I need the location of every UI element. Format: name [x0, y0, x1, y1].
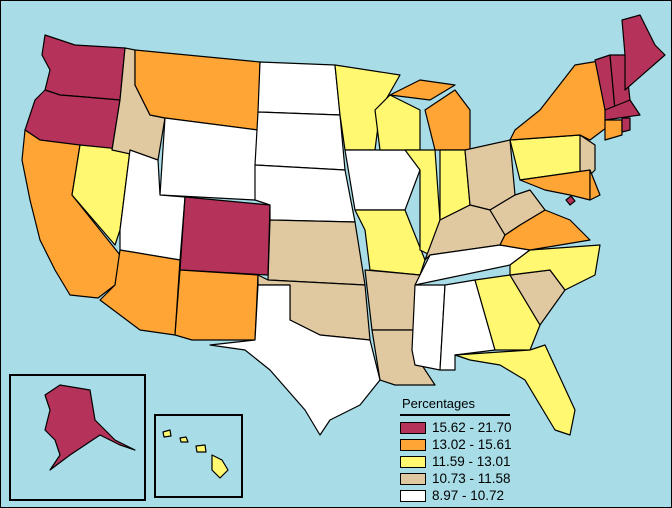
state-ia [344, 149, 421, 211]
state-shape [509, 244, 601, 291]
state-shape [604, 119, 623, 141]
state-shape [589, 169, 601, 201]
legend-label: 11.59 - 13.01 [432, 454, 511, 469]
state-shape [374, 94, 421, 151]
state-shape [44, 384, 136, 471]
legend-item: 10.73 - 11.58 [400, 470, 516, 487]
legend-item: 13.02 - 15.61 [400, 436, 516, 453]
state-ak [44, 384, 136, 471]
state-shape [389, 79, 456, 101]
state-shape [267, 219, 366, 286]
state-md [519, 169, 591, 201]
alaska-inset-box [9, 374, 146, 501]
state-ne [254, 164, 356, 223]
state-shape [179, 196, 271, 276]
state-de [589, 169, 601, 201]
state-ms [411, 284, 446, 371]
legend-swatch [400, 455, 426, 468]
state-shape [411, 284, 446, 371]
state-tx [209, 284, 381, 436]
legend-label: 8.97 - 10.72 [432, 488, 505, 503]
state-shape [474, 274, 541, 351]
state-shape [454, 344, 576, 436]
state-wv [489, 189, 546, 236]
state-shape [159, 117, 259, 201]
state-shape [344, 149, 421, 211]
state-shape [621, 117, 631, 133]
state-shape [254, 164, 356, 223]
state-shape [519, 169, 591, 201]
state-me [621, 14, 666, 91]
state-mi [389, 79, 471, 151]
state-nc [509, 244, 601, 291]
state-wi [374, 94, 421, 151]
state-ma [604, 99, 641, 121]
legend-item: 15.62 - 21.70 [400, 419, 516, 436]
state-az [99, 249, 181, 336]
legend: Percentages 15.62 - 21.70 13.02 - 15.61 … [400, 396, 516, 504]
legend-item: 8.97 - 10.72 [400, 487, 516, 504]
state-shape [424, 89, 471, 151]
legend-swatch [400, 489, 426, 502]
state-wy [159, 117, 259, 201]
state-shape [174, 269, 259, 341]
state-ks [267, 219, 366, 286]
state-shape [209, 284, 381, 436]
state-hi [162, 429, 229, 479]
state-shape [604, 99, 641, 121]
state-shape [489, 189, 546, 236]
state-shape [257, 61, 341, 116]
state-ga [474, 274, 541, 351]
state-shape [179, 436, 189, 443]
state-shape [99, 249, 181, 336]
state-shape [195, 444, 207, 453]
state-nd [257, 61, 341, 116]
state-shape [211, 454, 229, 479]
state-nm [174, 269, 259, 341]
state-ct [604, 119, 623, 141]
legend-label: 13.02 - 15.61 [432, 437, 512, 452]
state-shape [364, 269, 421, 331]
hawaii-inset-box [154, 414, 243, 498]
legend-label: 10.73 - 11.58 [432, 471, 511, 486]
state-shape [621, 14, 666, 91]
state-ny [509, 59, 611, 141]
legend-label: 15.62 - 21.70 [432, 420, 512, 435]
state-shape [509, 59, 611, 141]
legend-swatch [400, 438, 426, 451]
state-wa [41, 34, 126, 101]
state-mo [354, 209, 426, 276]
state-shape [41, 34, 126, 101]
state-dc [565, 195, 576, 206]
state-ri [621, 117, 631, 133]
legend-swatch [400, 472, 426, 485]
legend-swatch [400, 421, 426, 434]
legend-item: 11.59 - 13.01 [400, 453, 516, 470]
state-co [179, 196, 271, 276]
state-shape [162, 429, 172, 438]
state-sd [254, 111, 346, 171]
state-shape [565, 195, 576, 206]
state-fl [454, 344, 576, 436]
state-ar [364, 269, 421, 331]
legend-divider [400, 414, 510, 416]
legend-title: Percentages [402, 396, 475, 411]
state-shape [354, 209, 426, 276]
state-shape [254, 111, 346, 171]
